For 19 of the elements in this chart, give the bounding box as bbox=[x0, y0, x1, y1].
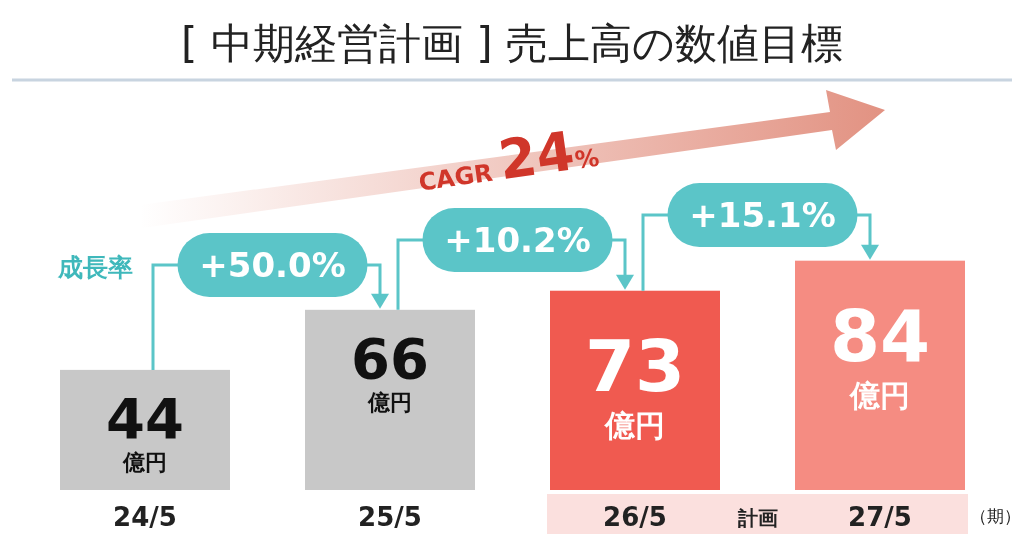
data-label: 66億円 bbox=[351, 325, 429, 415]
annotation: 成長率 bbox=[56, 253, 133, 282]
annotation: +50.0% bbox=[199, 245, 346, 285]
text: +15.1% bbox=[689, 195, 836, 235]
chart-title: [ 中期経営計画 ] 売上高の数値目標 bbox=[181, 19, 843, 68]
x-tick-label: 27/5 bbox=[848, 502, 912, 532]
data-label: 44億円 bbox=[106, 385, 184, 475]
x-tick-label: 24/5 bbox=[113, 502, 177, 532]
bar bbox=[550, 290, 720, 490]
data-label: 84億円 bbox=[829, 293, 931, 413]
bar bbox=[795, 260, 965, 490]
text: CAGR 24% bbox=[416, 119, 601, 197]
x-tick-label: 26/5 bbox=[603, 502, 667, 532]
text: （期） bbox=[969, 506, 1021, 526]
data-label: 73億円 bbox=[584, 323, 686, 443]
text: +10.2% bbox=[444, 220, 591, 260]
text: 計画 bbox=[736, 506, 778, 530]
x-tick-label: 25/5 bbox=[358, 502, 422, 532]
bar bbox=[305, 309, 475, 490]
